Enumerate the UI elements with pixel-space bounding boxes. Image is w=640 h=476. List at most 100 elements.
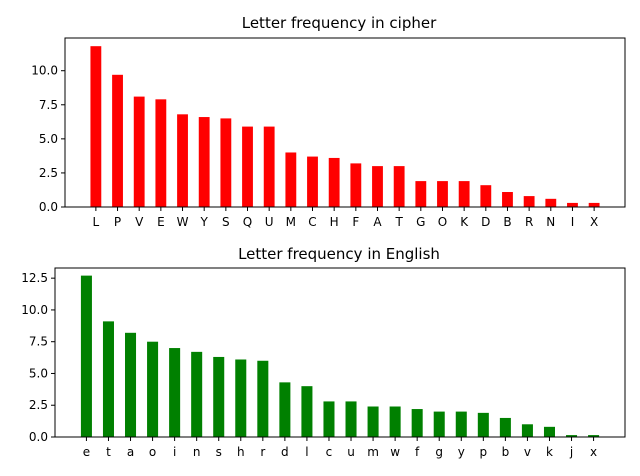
y-tick-label: 2.5 [29,398,48,412]
bar-G [415,181,427,207]
x-tick-label: f [415,445,420,459]
y-tick-label: 2.5 [39,166,58,180]
x-tick-label: s [216,445,222,459]
y-tick-label: 5.0 [29,366,48,380]
y-tick-label: 10.0 [21,303,48,317]
y-tick-label: 7.5 [39,98,58,112]
bar-c [323,401,335,437]
x-tick-label: T [394,215,403,229]
x-tick-label: Q [243,215,252,229]
bar-p [477,412,489,437]
bar-I [567,202,578,207]
bar-X [588,202,600,207]
x-tick-label: l [305,445,308,459]
bar-j [566,435,578,437]
bar-T [393,166,405,207]
bar-M [285,152,297,207]
x-tick-label: j [569,445,573,459]
x-tick-label: S [222,215,230,229]
x-tick-label: x [590,445,597,459]
bar-S [220,118,232,207]
bar-m [367,406,379,437]
x-tick-label: D [481,215,490,229]
x-tick-label: e [83,445,90,459]
bar-H [328,157,340,207]
x-tick-label: C [308,215,316,229]
x-tick-label: t [106,445,111,459]
bar-U [263,126,275,207]
x-tick-label: Y [200,215,209,229]
bar-d [279,382,291,437]
x-tick-label: k [546,445,553,459]
x-tick-label: I [571,215,575,229]
bar-w [389,406,401,437]
x-tick-label: O [438,215,447,229]
x-tick-label: u [347,445,355,459]
x-tick-label: E [157,215,165,229]
bar-b [499,417,511,437]
bar-f [411,409,423,437]
bar-s [213,356,225,437]
y-tick-label: 12.5 [21,271,48,285]
bar-t [102,321,114,437]
plot-frame [64,37,626,208]
x-tick-label: K [460,215,469,229]
chart-title: Letter frequency in English [238,245,440,263]
x-tick-label: i [173,445,176,459]
bar-g [433,411,445,437]
bar-K [458,181,470,207]
bars [80,275,600,437]
cipher-frequency-chart: Letter frequency in cipher 0.0 2.5 5.0 7.5 1… [31,14,626,229]
plot-frame [54,267,626,438]
bars [90,46,600,208]
y-tick-label: 7.5 [29,335,48,349]
x-tick-label: b [502,445,510,459]
english-frequency-chart: Letter frequency in English 0.0 2.5 5.0 7.5… [21,245,626,459]
bar-F [350,163,362,207]
bar-k [543,426,555,437]
bar-C [307,156,318,207]
y-axis-ticks: 0.0 2.5 5.0 7.5 10.0 [31,64,65,214]
bar-L [90,46,102,208]
x-tick-label: v [524,445,531,459]
x-tick-label: w [390,445,400,459]
bar-V [133,96,145,207]
x-tick-label: H [330,215,339,229]
bar-N [545,198,557,207]
bar-o [147,341,159,437]
bar-x [588,435,600,437]
x-tick-label: m [367,445,379,459]
bar-D [480,185,492,207]
bar-r [257,360,269,437]
x-tick-label: d [281,445,289,459]
bar-v [521,424,533,437]
x-tick-label: o [149,445,156,459]
bar-A [372,166,383,207]
x-tick-label: U [265,215,274,229]
bar-Y [198,117,210,207]
bar-n [191,351,203,437]
bar-i [169,348,181,437]
bar-R [523,196,535,207]
chart-title: Letter frequency in cipher [242,14,437,32]
bar-Q [242,126,253,207]
y-tick-label: 5.0 [39,132,58,146]
x-tick-label: a [127,445,134,459]
x-tick-label: L [93,215,100,229]
x-tick-label: V [135,215,144,229]
x-tick-label: R [525,215,533,229]
x-tick-label: B [503,215,511,229]
x-tick-label: X [590,215,598,229]
x-tick-label: y [458,445,465,459]
x-tick-label: r [260,445,265,459]
x-tick-label: G [416,215,425,229]
bar-y [455,411,467,437]
y-tick-label: 0.0 [29,430,48,444]
y-axis-ticks: 0.0 2.5 5.0 7.5 10.0 12.5 [21,271,55,444]
x-tick-label: F [352,215,359,229]
bar-l [301,386,313,437]
bar-a [125,332,137,437]
